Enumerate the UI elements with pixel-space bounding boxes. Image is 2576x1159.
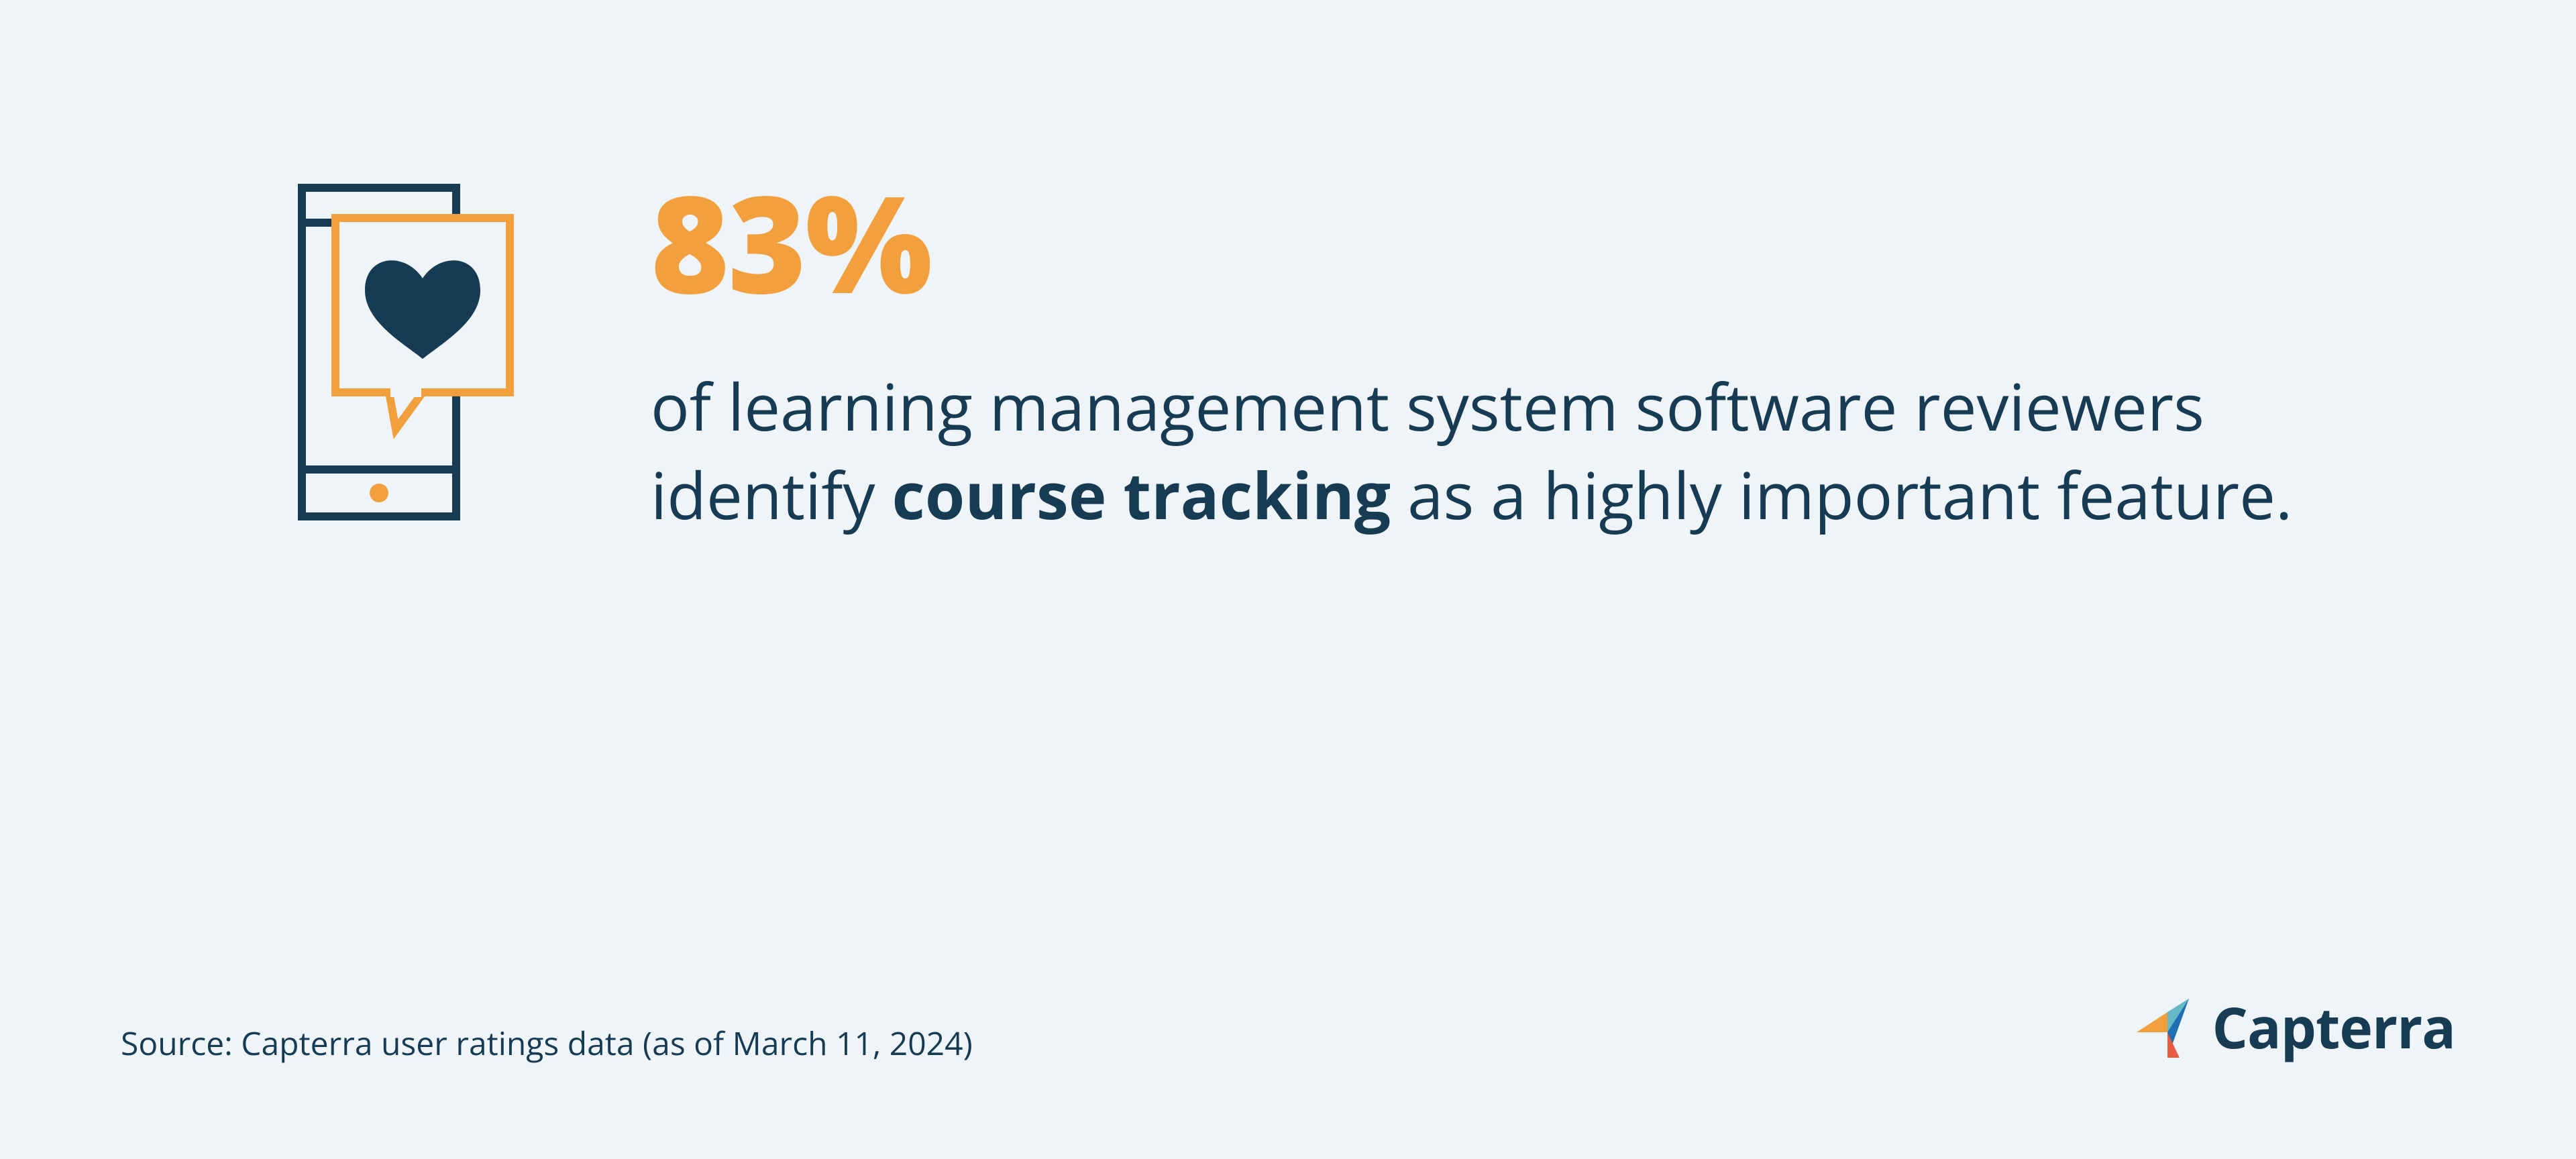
footer-row: Source: Capterra user ratings data (as o… xyxy=(121,988,2455,1065)
icon-column xyxy=(288,181,517,533)
text-column: 83% of learning management system softwa… xyxy=(651,174,2328,540)
stat-percentage: 83% xyxy=(651,174,2328,309)
source-text: Source: Capterra user ratings data (as o… xyxy=(121,1022,973,1065)
capterra-arrow-icon xyxy=(2133,993,2200,1060)
brand-name: Capterra xyxy=(2212,988,2455,1065)
main-row: 83% of learning management system softwa… xyxy=(121,174,2455,540)
stat-body-part-1-bold: course tracking xyxy=(892,451,1391,539)
phone-heart-bubble-icon xyxy=(288,181,517,530)
stat-body-part-2: as a highly important feature. xyxy=(1391,451,2292,539)
stat-body-text: of learning management system software r… xyxy=(651,362,2328,540)
infographic-canvas: 83% of learning management system softwa… xyxy=(0,0,2576,1159)
brand-lockup: Capterra xyxy=(2133,988,2455,1065)
